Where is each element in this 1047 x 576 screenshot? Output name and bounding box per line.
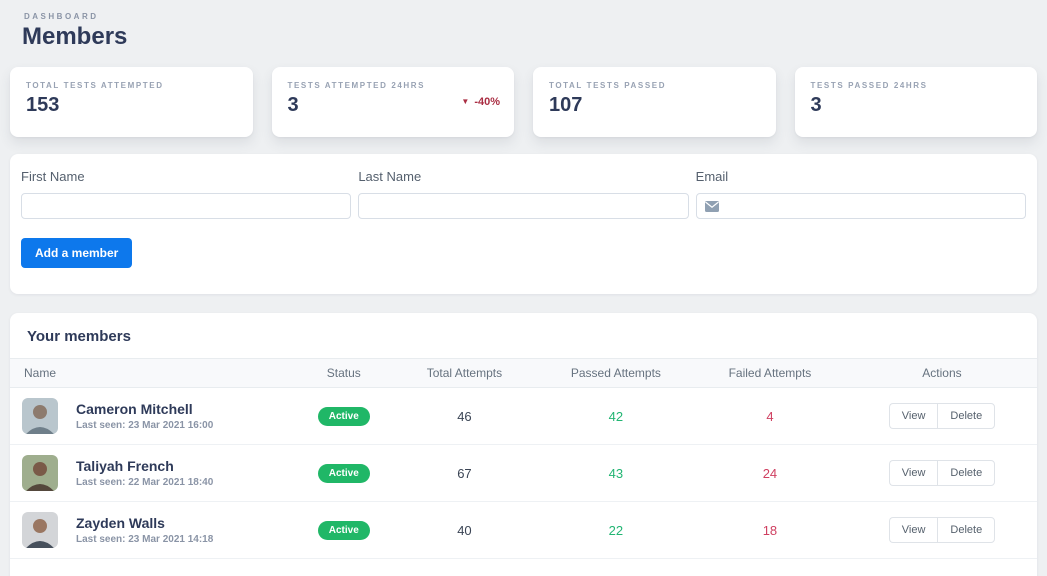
last-name-input[interactable]: [358, 193, 689, 219]
member-name: Cameron Mitchell: [76, 400, 193, 417]
view-button[interactable]: View: [888, 403, 938, 429]
stat-value: 3: [287, 94, 299, 116]
column-header-actions: Actions: [846, 358, 1037, 388]
view-button[interactable]: View: [888, 517, 938, 543]
email-field-group: Email: [695, 169, 1026, 219]
stat-value: 107: [549, 94, 583, 116]
failed-attempts-value: 18: [692, 501, 847, 559]
member-last-seen: Last seen: 22 Mar 2021 18:40: [76, 477, 214, 489]
table-row: Taliyah French Last seen: 22 Mar 2021 18…: [10, 444, 1037, 502]
stat-card-total-attempted: TOTAL TESTS ATTEMPTED 153: [10, 67, 253, 137]
trend-value: -40%: [474, 96, 500, 108]
stat-label: TESTS PASSED 24HRS: [810, 81, 928, 90]
stat-label: TESTS ATTEMPTED 24HRS: [287, 81, 426, 90]
table-row: Cameron Mitchell Last seen: 23 Mar 2021 …: [10, 387, 1037, 445]
mail-icon: [704, 200, 719, 212]
breadcrumb: DASHBOARD: [24, 12, 99, 21]
members-panel-title: Your members: [27, 328, 131, 345]
failed-attempts-value: 24: [692, 444, 847, 502]
total-attempts-value: 46: [389, 387, 539, 445]
stat-card-attempted-24hrs: TESTS ATTEMPTED 24HRS 3 ▼ -40%: [271, 67, 514, 137]
total-attempts-value: 40: [389, 501, 539, 559]
add-member-form: First Name Last Name Email: [10, 154, 1037, 294]
members-panel: Your members Name Status Total Attempts …: [10, 313, 1037, 576]
stat-trend: ▼ -40%: [461, 96, 500, 108]
stat-value: 3: [810, 94, 822, 116]
row-actions: View Delete: [888, 403, 996, 429]
member-avatar: [22, 455, 58, 491]
passed-attempts-value: 42: [538, 387, 693, 445]
passed-attempts-value: 43: [538, 444, 693, 502]
failed-attempts-value: 4: [692, 387, 847, 445]
email-input[interactable]: [724, 194, 1017, 218]
table-header-row: Name Status Total Attempts Passed Attemp…: [10, 358, 1037, 388]
table-row: Zayden Walls Last seen: 23 Mar 2021 14:1…: [10, 501, 1037, 559]
members-table: Name Status Total Attempts Passed Attemp…: [10, 358, 1037, 559]
trend-down-icon: ▼: [461, 97, 470, 106]
member-avatar: [22, 512, 58, 548]
page-title: Members: [22, 23, 128, 50]
delete-button[interactable]: Delete: [937, 460, 996, 486]
status-badge: Active: [317, 406, 370, 426]
delete-button[interactable]: Delete: [937, 517, 996, 543]
column-header-failed-attempts: Failed Attempts: [692, 358, 847, 388]
member-name: Zayden Walls: [76, 514, 165, 531]
email-input-wrap: [695, 193, 1026, 219]
column-header-total-attempts: Total Attempts: [389, 358, 539, 388]
add-member-button[interactable]: Add a member: [21, 238, 133, 268]
delete-button[interactable]: Delete: [937, 403, 996, 429]
row-actions: View Delete: [888, 460, 996, 486]
status-badge: Active: [317, 520, 370, 540]
status-badge: Active: [317, 463, 370, 483]
stat-card-passed-24hrs: TESTS PASSED 24HRS 3: [794, 67, 1037, 137]
column-header-passed-attempts: Passed Attempts: [538, 358, 693, 388]
member-name: Taliyah French: [76, 457, 174, 474]
stat-value: 153: [26, 94, 60, 116]
last-name-label: Last Name: [358, 169, 422, 184]
member-avatar: [22, 398, 58, 434]
first-name-input[interactable]: [21, 193, 352, 219]
view-button[interactable]: View: [888, 460, 938, 486]
total-attempts-value: 67: [389, 444, 539, 502]
member-last-seen: Last seen: 23 Mar 2021 14:18: [76, 534, 214, 546]
member-last-seen: Last seen: 23 Mar 2021 16:00: [76, 420, 214, 432]
first-name-field-group: First Name: [21, 169, 352, 219]
first-name-label: First Name: [21, 169, 85, 184]
row-actions: View Delete: [888, 517, 996, 543]
email-label: Email: [695, 169, 729, 184]
column-header-status: Status: [297, 358, 390, 388]
passed-attempts-value: 22: [538, 501, 693, 559]
stat-card-total-passed: TOTAL TESTS PASSED 107: [533, 67, 776, 137]
stat-label: TOTAL TESTS PASSED: [549, 81, 667, 90]
stat-label: TOTAL TESTS ATTEMPTED: [26, 81, 164, 90]
last-name-field-group: Last Name: [358, 169, 689, 219]
column-header-name: Name: [10, 358, 298, 388]
stats-row: TOTAL TESTS ATTEMPTED 153 TESTS ATTEMPTE…: [10, 67, 1037, 137]
